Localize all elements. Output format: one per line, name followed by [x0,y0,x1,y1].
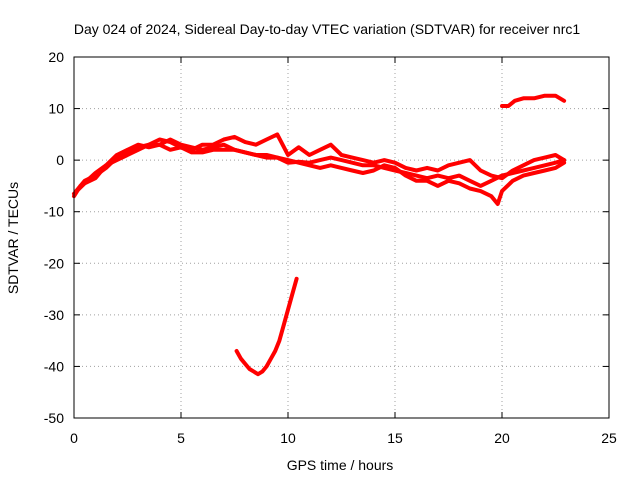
x-tick-label: 10 [280,430,296,446]
series-line-3 [72,142,567,206]
series-line-4 [234,276,299,377]
series-group [72,93,567,377]
series-line-2 [74,132,567,194]
y-axis-label: SDTVAR / TECUs [5,182,21,294]
y-tick-label: -10 [44,204,64,220]
x-tick-label: 20 [494,430,510,446]
grid-lines [74,57,609,418]
y-tick-label: 10 [48,101,64,117]
y-tick-label: -50 [44,410,64,426]
y-tick-label: -40 [44,358,64,374]
y-tick-label: -30 [44,307,64,323]
series-line-5 [500,93,567,108]
ticks-group: 0 5 10 15 20 25 -50 -40 -30 -20 -10 0 10 20 [44,49,617,446]
x-tick-label: 5 [177,430,185,446]
y-tick-label: 20 [48,49,64,65]
x-tick-label: 25 [601,430,617,446]
x-axis-label: GPS time / hours [287,457,394,473]
y-tick-label: -20 [44,255,64,271]
y-tick-label: 0 [56,152,64,168]
x-tick-label: 15 [387,430,403,446]
x-tick-label: 0 [70,430,78,446]
chart-title: Day 024 of 2024, Sidereal Day-to-day VTE… [74,21,580,37]
plot-frame [73,56,610,419]
